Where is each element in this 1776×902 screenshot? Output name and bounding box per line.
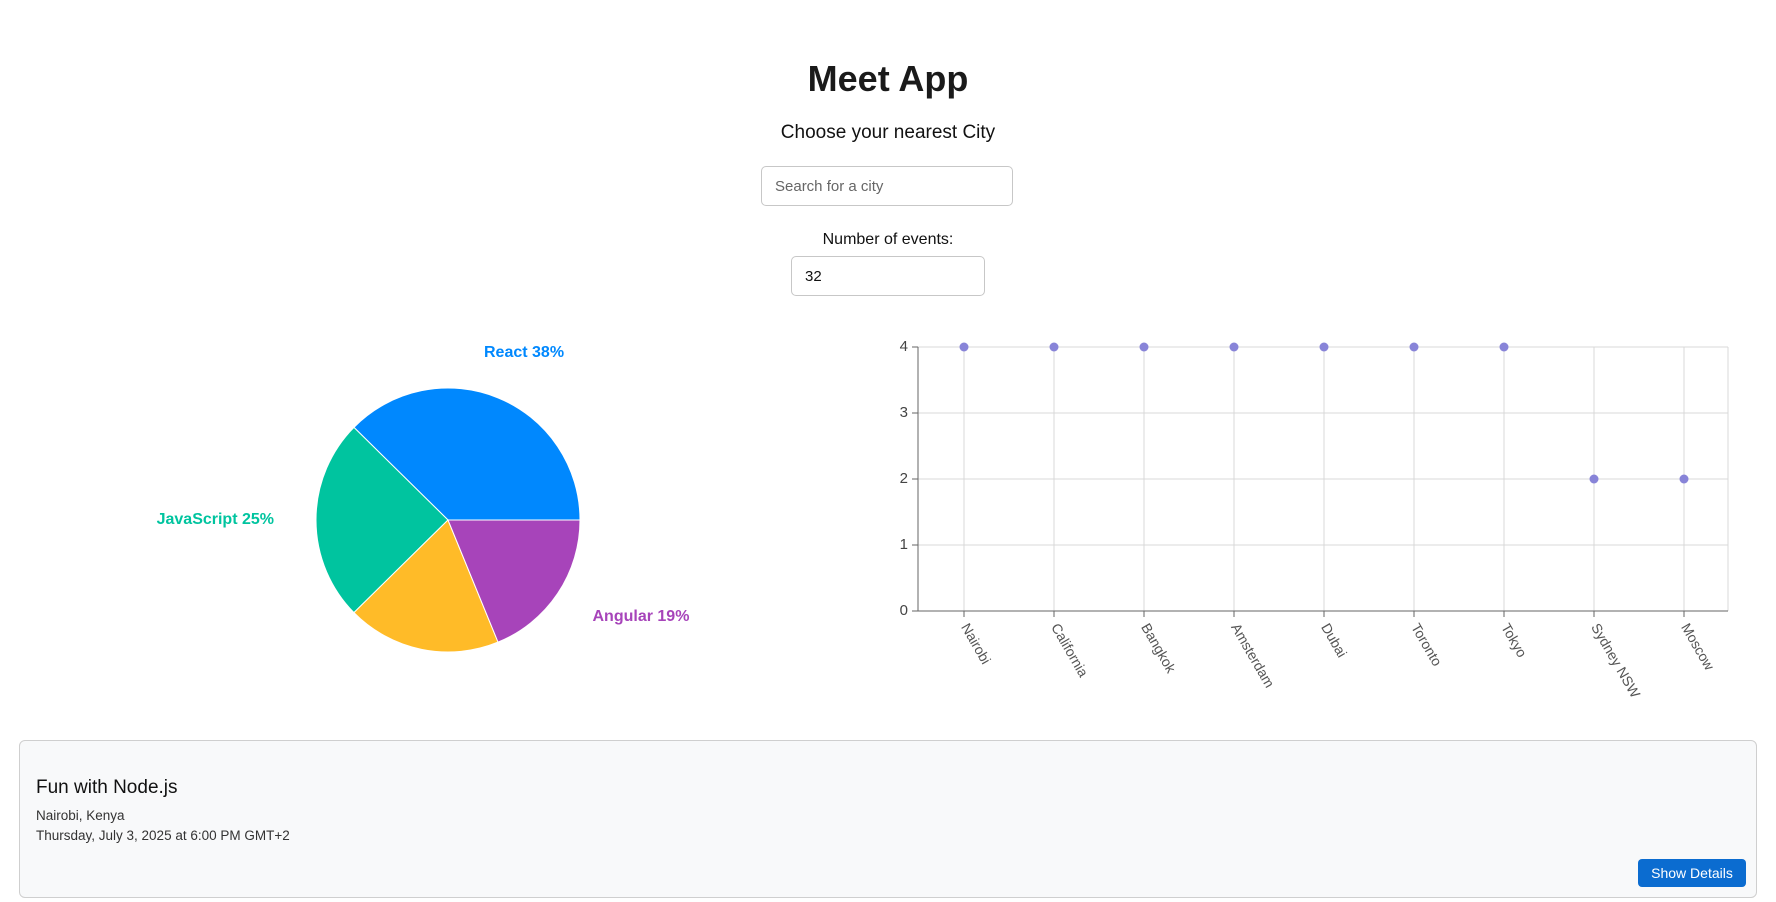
genre-pie-chart: React 38%JavaScript 25%Node 19%Angular 1… xyxy=(157,345,690,653)
scatter-point xyxy=(1589,474,1599,484)
number-of-events-label: Number of events: xyxy=(822,231,954,248)
pie-slice-node xyxy=(353,519,499,653)
x-tick-label: Moscow xyxy=(1678,620,1718,673)
x-tick-label: California xyxy=(1048,620,1092,679)
event-date: Thursday, July 3, 2025 at 6:00 PM GMT+2 xyxy=(36,828,290,843)
x-tick-label: Nairobi xyxy=(958,620,994,666)
show-details-button[interactable]: Show Details xyxy=(1638,859,1746,887)
scatter-point xyxy=(1229,342,1239,352)
x-tick-label: Amsterdam xyxy=(1228,620,1278,690)
pie-label-react: React 38% xyxy=(484,345,564,361)
scatter-point xyxy=(1409,342,1419,352)
number-of-events-input[interactable] xyxy=(791,256,985,296)
pie-label-angular: Angular 19% xyxy=(593,608,690,625)
y-tick-label: 4 xyxy=(900,338,908,355)
scatter-point xyxy=(1679,474,1689,484)
city-prompt: Choose your nearest City xyxy=(780,122,996,143)
scatter-point xyxy=(1049,342,1059,352)
event-title: Fun with Node.js xyxy=(36,777,178,798)
x-tick-label: Sydney NSW xyxy=(1588,620,1644,700)
y-tick-label: 2 xyxy=(900,470,908,487)
x-tick-label: Bangkok xyxy=(1138,620,1180,676)
event-card: Fun with Node.js Nairobi, Kenya Thursday… xyxy=(19,740,1757,898)
x-tick-label: Tokyo xyxy=(1498,620,1530,660)
scatter-point xyxy=(1319,342,1329,352)
city-search-input[interactable] xyxy=(761,166,1013,206)
y-tick-label: 3 xyxy=(900,404,908,421)
event-location: Nairobi, Kenya xyxy=(36,808,125,823)
x-tick-label: Dubai xyxy=(1318,620,1350,660)
scatter-point xyxy=(959,342,969,352)
scatter-point xyxy=(1499,342,1509,352)
scatter-grid xyxy=(918,346,1729,611)
pie-label-javascript: JavaScript 25% xyxy=(157,511,274,528)
page-title: Meet App xyxy=(807,58,969,99)
pie-slice-javascript xyxy=(315,426,449,614)
city-events-scatter-chart: 0 1 2 3 4 Nairobi California Bangkok Amsterdam Du… xyxy=(900,338,1729,700)
scatter-point xyxy=(1139,342,1149,352)
y-tick-label: 1 xyxy=(900,536,908,553)
pie-slice-react xyxy=(353,387,581,521)
x-tick-label: Toronto xyxy=(1408,620,1445,669)
pie-slice-angular xyxy=(447,519,581,643)
y-tick-label: 0 xyxy=(900,602,908,619)
